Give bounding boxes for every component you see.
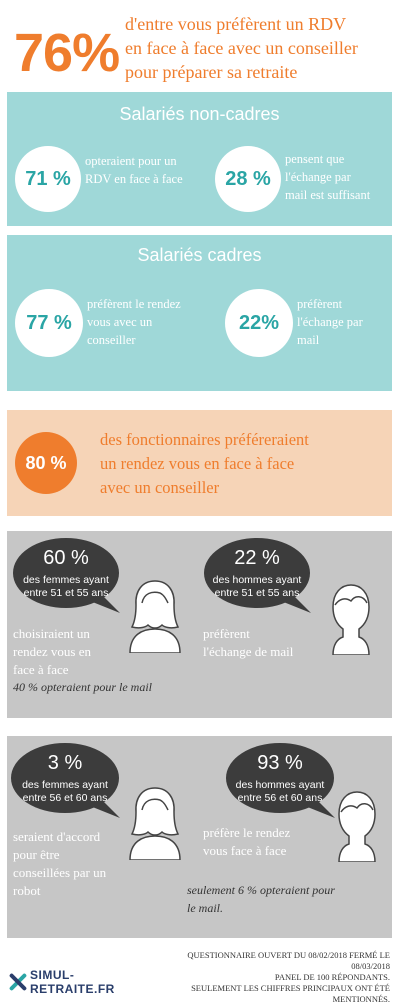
headline-line-1: d'entre vous préfèrent un RDV	[125, 14, 347, 34]
bubble-caption-2: entre 51 et 55 ans	[23, 587, 109, 599]
logo-x-icon	[9, 973, 27, 991]
panel-title-cadres: Salariés cadres	[137, 245, 262, 265]
headline-line-2: en face à face avec un conseiller	[125, 38, 358, 58]
text-line: robot	[13, 883, 41, 898]
men-56-60-text: préfère le rendez vous face à face	[203, 824, 323, 860]
stat-text-line: avec un conseiller	[100, 478, 220, 497]
stat-text-77: préfèrent le rendez vous avec un conseil…	[87, 295, 212, 349]
stat-text-line: mail	[297, 333, 320, 347]
stat-circle-80: 80 %	[15, 432, 77, 494]
stat-text-line: pensent que	[285, 152, 345, 166]
bubble-value: 60 %	[43, 547, 89, 569]
stat-text-line: préfèrent	[297, 297, 343, 311]
bubble-value: 93 %	[257, 752, 303, 774]
bubble-caption-2: entre 56 et 60 ans	[22, 792, 108, 804]
text-line: l'échange de mail	[203, 644, 294, 659]
bubble-caption-2: entre 56 et 60 ans	[237, 792, 323, 804]
women-51-55-note: 40 % opteraient pour le mail	[13, 680, 152, 694]
panel-age-51-55: 60 % des femmes ayant entre 51 et 55 ans…	[7, 531, 392, 718]
footer-line: 08/03/2018	[351, 961, 390, 971]
woman-avatar-icon	[129, 580, 181, 653]
panel-age-56-60: 3 % des femmes ayant entre 56 et 60 ans …	[7, 736, 392, 938]
stat-circle-22: 22%	[225, 289, 293, 357]
man-avatar-icon	[338, 791, 376, 862]
speech-bubble-shape	[13, 538, 120, 613]
headline-percent: 76%	[14, 23, 120, 83]
speech-bubble-men-56-60: 93 % des hommes ayant entre 56 et 60 ans	[225, 740, 335, 820]
panel-fonctionnaires: 80 % des fonctionnaires préféreraient un…	[7, 410, 392, 516]
stat-text-22: préfèrent l'échange par mail	[297, 295, 392, 349]
footer-line: MENTIONNÉS.	[332, 994, 390, 1004]
text-line: le mail.	[187, 901, 223, 915]
stat-text-line: des fonctionnaires préféreraient	[100, 430, 309, 449]
footer-line: QUESTIONNAIRE OUVERT DU 08/02/2018 FERMÉ…	[187, 950, 390, 960]
stat-circle-28: 28 %	[215, 146, 281, 212]
text-line: face à face	[13, 662, 69, 677]
text-line: vous face à face	[203, 843, 287, 858]
stat-text-line: mail est suffisant	[285, 188, 371, 202]
stat-text-line: conseiller	[87, 333, 136, 347]
men-51-55-text: préfèrent l'échange de mail	[203, 625, 323, 661]
stat-text-line: préfèrent le rendez	[87, 297, 181, 311]
logo-text: RETRAITE.FR	[30, 982, 115, 996]
text-line: préfère le rendez	[203, 825, 291, 840]
bubble-caption-1: des femmes ayant	[23, 574, 109, 586]
footer-line: PANEL DE 100 RÉPONDANTS.	[274, 972, 390, 982]
speech-bubble-shape	[11, 743, 120, 818]
stat-text-line: l'échange par	[297, 315, 363, 329]
men-56-60-note: seulement 6 % opteraient pour le mail.	[187, 881, 387, 917]
text-line: conseillées par un	[13, 865, 107, 880]
stat-text-28: pensent que l'échange par mail est suffi…	[285, 150, 390, 204]
bubble-value: 3 %	[47, 752, 83, 774]
stat-circle-71: 71 %	[15, 146, 81, 212]
stat-text-71: opteraient pour un RDV en face à face	[85, 152, 205, 188]
bubble-caption-1: des femmes ayant	[22, 779, 108, 791]
man-avatar-icon	[332, 584, 370, 655]
stat-circle-77: 77 %	[15, 289, 83, 357]
stat-text-line: vous avec un	[87, 315, 153, 329]
bubble-caption-1: des hommes ayant	[212, 574, 302, 586]
footer-line: SEULEMENT LES CHIFFRES PRINCIPAUX ONT ÉT…	[191, 983, 390, 993]
text-line: seraient d'accord	[13, 829, 101, 844]
stat-text-line: l'échange par	[285, 170, 351, 184]
headline-text: d'entre vous préfèrent un RDV en face à …	[125, 12, 395, 84]
text-line: seulement 6 % opteraient pour	[187, 883, 335, 897]
women-51-55-text: choisiraient un rendez vous en face à fa…	[13, 625, 123, 679]
stat-text-80: des fonctionnaires préféreraient un rend…	[100, 428, 390, 500]
panel-non-cadres: Salariés non-cadres 71 % opteraient pour…	[7, 92, 392, 226]
speech-bubble-shape	[226, 743, 335, 818]
stat-text-line: RDV en face à face	[85, 172, 183, 186]
woman-avatar-icon	[129, 787, 181, 860]
women-56-60-text: seraient d'accord pour être conseillées …	[13, 828, 128, 900]
logo-text: SIMUL-	[30, 968, 75, 982]
speech-bubble-men-51-55: 22 % des hommes ayant entre 51 et 55 ans	[203, 535, 311, 615]
bubble-value: 22 %	[234, 547, 280, 569]
stat-text-line: un rendez vous en face à face	[100, 454, 295, 473]
headline-line-3: pour préparer sa retraite	[125, 62, 298, 82]
bubble-caption-1: des hommes ayant	[235, 779, 325, 791]
speech-bubble-women-56-60: 3 % des femmes ayant entre 56 et 60 ans	[10, 740, 120, 820]
panel-cadres: Salariés cadres 77 % préfèrent le rendez…	[7, 235, 392, 391]
panel-title-non-cadres: Salariés non-cadres	[119, 104, 280, 124]
speech-bubble-shape	[204, 538, 311, 613]
text-line: pour être	[13, 847, 60, 862]
speech-bubble-women-51-55: 60 % des femmes ayant entre 51 et 55 ans	[12, 535, 120, 615]
footer-note: QUESTIONNAIRE OUVERT DU 08/02/2018 FERMÉ…	[150, 950, 390, 1005]
text-line: rendez vous en	[13, 644, 91, 659]
bubble-caption-2: entre 51 et 55 ans	[214, 587, 300, 599]
stat-text-line: opteraient pour un	[85, 154, 177, 168]
text-line: préfèrent	[203, 626, 250, 641]
text-line: choisiraient un	[13, 626, 90, 641]
